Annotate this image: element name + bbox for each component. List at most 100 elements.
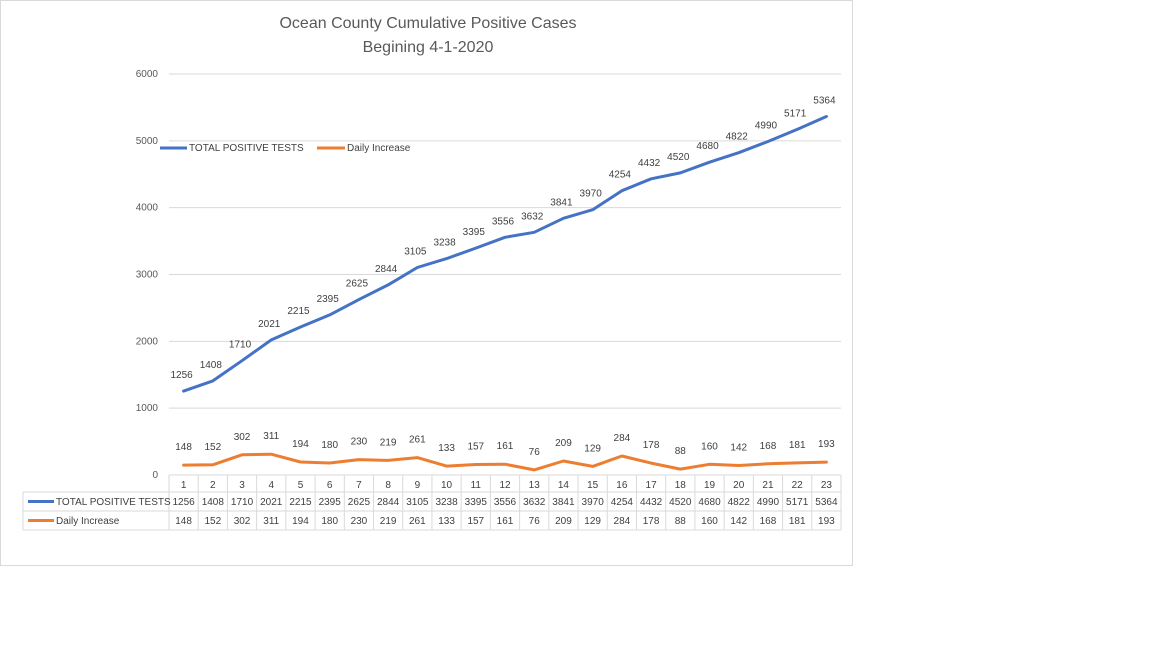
series-lines — [182, 115, 828, 472]
table-cell: 4822 — [728, 497, 751, 508]
table-header-cell: 18 — [675, 480, 687, 491]
table-cell: 142 — [730, 516, 747, 527]
table-cell: 4990 — [757, 497, 780, 508]
data-labels: 1256 1408 1710 2021 2215 2395 2625 2844 3105 3238… — [170, 96, 835, 458]
data-label: 4520 — [667, 152, 690, 163]
data-label: 3841 — [550, 197, 573, 208]
table-cell: 209 — [555, 516, 572, 527]
table-cell: 3105 — [406, 497, 429, 508]
chart-subtitle: Begining 4-1-2020 — [363, 39, 494, 56]
data-label: 3970 — [580, 189, 603, 200]
data-label: 4432 — [638, 158, 661, 169]
table-cell: 152 — [204, 516, 221, 527]
data-label: 4822 — [726, 132, 749, 143]
data-label: 5171 — [784, 108, 807, 119]
table-row-label: Daily Increase — [56, 516, 120, 527]
table-cell: 88 — [675, 516, 687, 527]
data-label: 2625 — [346, 279, 369, 290]
table-header-cell: 13 — [529, 480, 541, 491]
data-label: 168 — [760, 441, 777, 452]
legend: TOTAL POSITIVE TESTS Daily Increase — [160, 143, 411, 154]
table-cell: 311 — [263, 516, 279, 527]
table-header-cell: 17 — [646, 480, 658, 491]
data-label: 302 — [234, 432, 251, 443]
table-cell: 4432 — [640, 497, 663, 508]
data-label: 181 — [789, 440, 806, 451]
table-cell: 160 — [701, 516, 718, 527]
y-tick-label: 4000 — [136, 203, 159, 214]
table-header-cell: 22 — [792, 480, 804, 491]
table-cell: 1408 — [202, 497, 225, 508]
data-label: 209 — [555, 438, 572, 449]
y-tick-label: 3000 — [136, 270, 159, 281]
data-label: 133 — [438, 443, 455, 454]
table-cell: 148 — [175, 516, 192, 527]
data-label: 4990 — [755, 121, 778, 132]
table-cell: 180 — [321, 516, 338, 527]
table-header-cell: 8 — [385, 480, 391, 491]
data-label: 161 — [497, 441, 514, 452]
y-tick-label: 5000 — [136, 136, 159, 147]
chart-title: Ocean County Cumulative Positive Cases — [279, 15, 576, 32]
table-cell: 284 — [614, 516, 631, 527]
table-cell: 5171 — [786, 497, 809, 508]
table-cell: 219 — [380, 516, 397, 527]
data-label: 3556 — [492, 216, 515, 227]
table-cell: 193 — [818, 516, 835, 527]
table-cell: 302 — [234, 516, 251, 527]
y-tick-label: 1000 — [136, 403, 159, 414]
legend-label-total: TOTAL POSITIVE TESTS — [189, 143, 304, 154]
data-label: 180 — [321, 440, 338, 451]
data-table: 1 2 3 4 5 6 7 8 9 10 11 12 13 14 15 16 17 18 19 20 21 22 23TOT… — [22, 474, 842, 531]
table-header-cell: 9 — [415, 480, 421, 491]
table-cell: 2215 — [289, 497, 312, 508]
data-label: 142 — [730, 443, 747, 454]
y-tick-label: 0 — [152, 470, 158, 481]
line-chart: Ocean County Cumulative Positive Cases B… — [22, 15, 842, 531]
table-cell: 161 — [497, 516, 514, 527]
table-cell: 76 — [529, 516, 541, 527]
table-cell: 194 — [292, 516, 309, 527]
data-label: 2215 — [287, 306, 310, 317]
table-cell: 1256 — [172, 497, 195, 508]
data-label: 3238 — [433, 238, 456, 249]
table-cell: 1710 — [231, 497, 254, 508]
data-label: 284 — [614, 433, 631, 444]
table-header-cell: 15 — [587, 480, 599, 491]
table-cell: 168 — [760, 516, 777, 527]
table-cell: 2021 — [260, 497, 283, 508]
table-header-cell: 21 — [762, 480, 774, 491]
table-header-cell: 11 — [471, 480, 482, 491]
table-cell: 157 — [467, 516, 484, 527]
y-axis-ticks: 0 1000 2000 3000 4000 5000 6000 — [136, 69, 159, 481]
table-header-cell: 3 — [239, 480, 245, 491]
table-cell: 4520 — [669, 497, 692, 508]
table-cell: 3556 — [494, 497, 517, 508]
table-cell: 129 — [584, 516, 601, 527]
data-label: 157 — [467, 442, 484, 453]
table-header-cell: 7 — [356, 480, 362, 491]
table-header-cell: 4 — [268, 480, 274, 491]
chart-frame: Ocean County Cumulative Positive Cases B… — [0, 0, 853, 566]
data-label: 160 — [701, 441, 718, 452]
data-label: 129 — [584, 443, 601, 454]
table-header-cell: 23 — [821, 480, 833, 491]
data-label: 152 — [204, 442, 221, 453]
data-label: 2844 — [375, 264, 398, 275]
data-label: 1256 — [170, 370, 193, 381]
data-label: 148 — [175, 442, 192, 453]
data-label: 2021 — [258, 319, 281, 330]
data-label: 3105 — [404, 246, 427, 257]
table-header-cell: 20 — [733, 480, 745, 491]
data-label: 88 — [675, 446, 687, 457]
table-cell: 2625 — [348, 497, 371, 508]
table-cell: 3395 — [465, 497, 488, 508]
data-label: 3632 — [521, 211, 544, 222]
table-header-cell: 6 — [327, 480, 333, 491]
table-cell: 3632 — [523, 497, 546, 508]
table-cell: 3970 — [582, 497, 605, 508]
table-cell: 3841 — [552, 497, 575, 508]
table-cell: 178 — [643, 516, 660, 527]
series-line-daily-increase — [182, 452, 828, 472]
table-header-cell: 5 — [298, 480, 304, 491]
